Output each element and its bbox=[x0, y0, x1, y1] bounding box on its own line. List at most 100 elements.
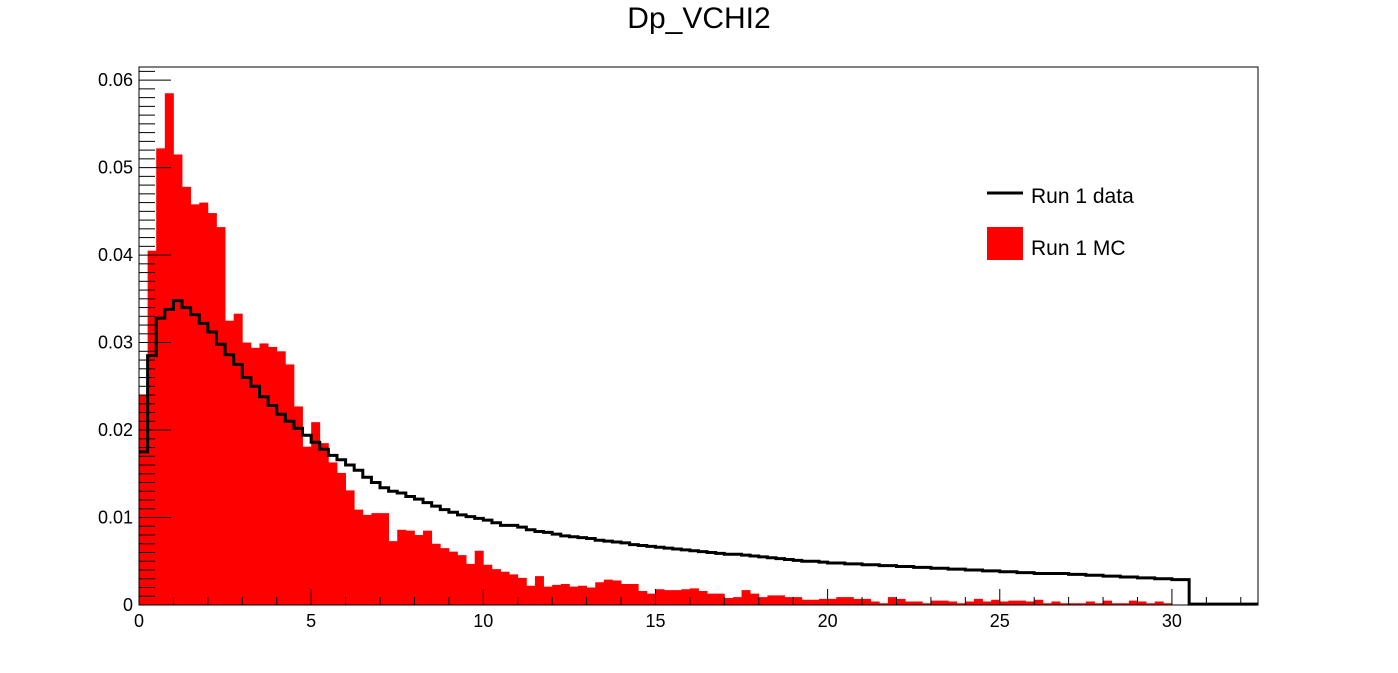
mc-bar bbox=[965, 601, 975, 605]
mc-bar bbox=[311, 422, 321, 605]
x-axis: 0 5 10 15 20 25 30 bbox=[134, 589, 1242, 631]
mc-bar bbox=[1154, 601, 1164, 605]
x-tick-label: 5 bbox=[306, 611, 316, 631]
mc-bar bbox=[569, 586, 579, 605]
mc-bar bbox=[836, 597, 846, 605]
mc-bar bbox=[250, 347, 260, 605]
mc-bar bbox=[414, 535, 424, 605]
mc-bar bbox=[991, 599, 1001, 605]
mc-bar bbox=[939, 600, 949, 605]
mc-bar bbox=[956, 603, 966, 605]
mc-bar bbox=[1146, 603, 1156, 605]
mc-bar bbox=[801, 599, 811, 605]
mc-bar bbox=[242, 342, 252, 605]
mc-bar bbox=[345, 490, 355, 605]
mc-bar bbox=[1077, 603, 1087, 605]
mc-bar bbox=[380, 513, 390, 605]
mc-bar bbox=[466, 563, 476, 605]
mc-bar bbox=[577, 585, 587, 605]
mc-bar bbox=[689, 588, 699, 605]
mc-bar bbox=[491, 569, 501, 605]
mc-bar bbox=[750, 593, 760, 605]
mc-bar bbox=[1025, 601, 1035, 605]
mc-bar bbox=[199, 202, 209, 605]
mc-bar bbox=[758, 597, 768, 605]
mc-bar bbox=[715, 593, 725, 605]
mc-bar bbox=[844, 597, 854, 605]
mc-bar bbox=[999, 601, 1009, 605]
y-tick-label: 0.05 bbox=[98, 158, 133, 178]
mc-bar bbox=[293, 406, 303, 605]
y-tick-label: 0.02 bbox=[98, 420, 133, 440]
mc-bar bbox=[336, 472, 346, 605]
y-tick-label: 0 bbox=[123, 595, 133, 615]
mc-bar bbox=[500, 571, 510, 605]
mc-bar bbox=[629, 584, 639, 605]
mc-bar bbox=[147, 250, 157, 605]
mc-bar bbox=[173, 154, 183, 605]
mc-bar bbox=[810, 599, 820, 605]
legend-label-data: Run 1 data bbox=[1031, 185, 1134, 208]
mc-bar bbox=[182, 186, 192, 605]
y-axis: 0 0.01 0.02 0.03 0.04 0.05 0.06 bbox=[98, 70, 171, 615]
legend-label-mc: Run 1 MC bbox=[1031, 237, 1126, 260]
mc-bar bbox=[190, 204, 200, 606]
y-tick-label: 0.01 bbox=[98, 508, 133, 528]
mc-bar bbox=[1120, 603, 1130, 605]
mc-bar bbox=[276, 351, 286, 605]
mc-bar bbox=[1094, 603, 1104, 605]
mc-bar bbox=[285, 364, 295, 605]
mc-bar bbox=[896, 598, 906, 605]
x-tick-label: 15 bbox=[645, 611, 665, 631]
mc-bar bbox=[707, 593, 717, 605]
mc-bar bbox=[603, 579, 613, 605]
mc-bar bbox=[827, 598, 837, 605]
mc-bar bbox=[517, 577, 527, 605]
mc-bar bbox=[164, 93, 174, 606]
mc-bars-group bbox=[139, 93, 1173, 606]
mc-bar bbox=[870, 601, 880, 605]
mc-bar bbox=[862, 598, 872, 605]
mc-bar bbox=[397, 529, 407, 605]
x-tick-label: 10 bbox=[473, 611, 493, 631]
mc-bar bbox=[784, 597, 794, 605]
mc-bar bbox=[819, 598, 829, 605]
mc-bar bbox=[354, 509, 364, 605]
mc-bar bbox=[405, 530, 415, 605]
x-tick-label: 25 bbox=[990, 611, 1010, 631]
mc-bar bbox=[552, 584, 562, 605]
y-tick-label: 0.03 bbox=[98, 333, 133, 353]
mc-bar bbox=[543, 586, 553, 605]
y-tick-label: 0.06 bbox=[98, 70, 133, 90]
mc-bar bbox=[440, 548, 450, 605]
mc-bar bbox=[887, 597, 897, 605]
mc-bar bbox=[638, 591, 648, 605]
mc-bar bbox=[1034, 599, 1044, 605]
mc-bar bbox=[595, 582, 605, 605]
mc-bar bbox=[1103, 600, 1113, 605]
mc-bar bbox=[1163, 603, 1173, 605]
mc-bar bbox=[319, 443, 329, 605]
mc-bar bbox=[1111, 603, 1121, 605]
x-tick-label: 30 bbox=[1162, 611, 1182, 631]
mc-bar bbox=[371, 513, 381, 605]
data-line-group bbox=[139, 299, 1258, 606]
mc-bar bbox=[672, 590, 682, 605]
mc-bar bbox=[216, 227, 226, 605]
mc-bar bbox=[922, 603, 932, 605]
mc-bar bbox=[655, 589, 665, 605]
mc-bar bbox=[560, 584, 570, 605]
mc-bar bbox=[1051, 601, 1061, 605]
mc-bar bbox=[664, 590, 674, 605]
mc-bar bbox=[930, 600, 940, 605]
mc-bar bbox=[431, 543, 441, 605]
mc-bar bbox=[448, 551, 458, 605]
mc-bar bbox=[879, 603, 889, 605]
mc-bar bbox=[1128, 600, 1138, 605]
mc-bar bbox=[474, 550, 484, 605]
x-tick-label: 20 bbox=[818, 611, 838, 631]
mc-bar bbox=[698, 591, 708, 605]
mc-bar bbox=[225, 320, 235, 605]
mc-bar bbox=[741, 590, 751, 605]
